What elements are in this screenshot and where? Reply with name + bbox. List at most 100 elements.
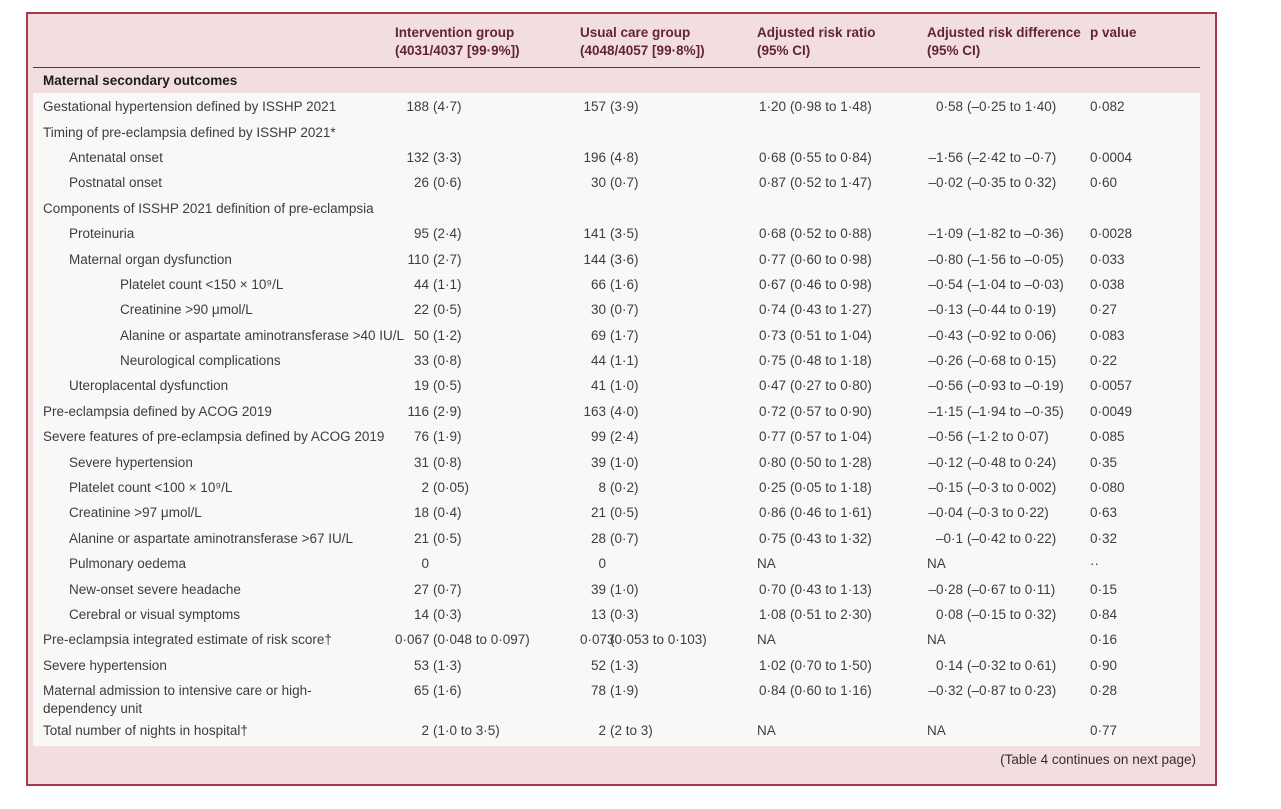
cell-risk-ratio: 0·47 (0·27 to 0·80) [757, 377, 927, 398]
value-ci: (0·7) [610, 302, 639, 318]
cell-risk-ratio: 0·70 (0·43 to 1·13) [757, 581, 927, 602]
value-number: –0·32 [928, 683, 963, 699]
row-label: Uteroplacental dysfunction [69, 378, 229, 394]
table-row: Severe features of pre-eclampsia defined… [33, 424, 1200, 449]
table-row: Alanine or aspartate aminotransferase >6… [33, 526, 1200, 551]
value-ci: (–0·32 to 0·61) [967, 657, 1057, 673]
value-number: 2 [598, 723, 606, 739]
cell-p-value: 0·0057 [1090, 378, 1133, 394]
value-ci: (2·7) [433, 251, 462, 267]
value-ci: (–0·35 to 0·32) [967, 175, 1057, 191]
value-ci: (0·7) [433, 581, 462, 597]
value-number: 26 [413, 175, 429, 191]
cell-risk-difference: –1·56 (–2·42 to –0·7) [927, 149, 1090, 170]
row-label: Severe hypertension [69, 454, 193, 470]
cell-intervention: 14 (0·3) [395, 606, 580, 627]
cell-intervention: 188 (4·7) [395, 98, 580, 119]
cell-risk-difference: –0·02 (–0·35 to 0·32) [927, 174, 1090, 195]
cell-risk-difference [927, 124, 1090, 145]
column-header-line1: Intervention group [395, 25, 515, 40]
cell-intervention: 33 (0·8) [395, 352, 580, 373]
table-row: Platelet count <100 × 10⁹/L 2 (0·05) 8 (0·… [33, 475, 1200, 500]
value-number: 0·67 [758, 276, 786, 292]
row-label: Gestational hypertension defined by ISSH… [43, 99, 337, 115]
value-ci: (0·52 to 0·88) [790, 226, 872, 242]
value-number: 39 [590, 454, 606, 470]
cell-risk-ratio: NA [757, 632, 776, 648]
value-ci: (1·6) [610, 276, 639, 292]
value-ci: (3·5) [610, 226, 639, 242]
value-number: 2 [421, 480, 429, 496]
outcomes-table: Intervention group (4031/4037 [99·9%]) U… [26, 12, 1217, 786]
value-ci: (–0·67 to 0·11) [967, 581, 1056, 597]
table-row: New-onset severe headache 27 (0·7) 39 (1·0… [33, 576, 1200, 601]
value-number: 44 [413, 276, 429, 292]
cell-risk-ratio [757, 124, 927, 145]
value-ci: (0·98 to 1·48) [790, 99, 872, 115]
value-number: 0·067 [395, 632, 430, 648]
value-number: –1·15 [928, 403, 963, 419]
column-header-line1: Usual care group [580, 25, 691, 40]
cell-risk-ratio: 0·74 (0·43 to 1·27) [757, 301, 927, 322]
value-number: 2 [421, 723, 429, 739]
value-ci: (0·7) [610, 175, 639, 191]
value-number: 0·58 [935, 99, 963, 115]
value-ci: (1·1) [433, 276, 462, 292]
column-header-line1: p value [1090, 25, 1137, 40]
value-number: 52 [590, 657, 606, 673]
value-ci: (0·3) [433, 607, 462, 622]
row-label: Neurological complications [120, 353, 281, 369]
value-number: 0·77 [758, 251, 786, 267]
value-ci: (0·053 to 0·103) [610, 632, 707, 648]
value-ci: (0·43 to 1·13) [790, 581, 872, 597]
value-number: 0·80 [758, 454, 786, 470]
cell-usual-care: 28 (0·7) [580, 530, 757, 551]
value-number: 0·87 [758, 175, 786, 191]
table-continuation-note: (Table 4 continues on next page) [1000, 751, 1196, 767]
value-number: 157 [583, 99, 606, 115]
table-row: Severe hypertension 53 (1·3) 52 (1·3) 1·02… [33, 653, 1200, 678]
cell-risk-ratio: 0·80 (0·50 to 1·28) [757, 454, 927, 475]
value-number: –1·09 [928, 226, 963, 242]
cell-risk-difference: –0·54 (–1·04 to –0·03) [927, 276, 1090, 297]
cell-p-value: 0·28 [1090, 683, 1118, 699]
value-ci: (2·4) [433, 226, 462, 242]
value-number: –0·12 [928, 454, 963, 470]
row-label: Alanine or aspartate aminotransferase >4… [120, 327, 405, 343]
row-label: Antenatal onset [69, 149, 163, 165]
cell-intervention: 26 (0·6) [395, 174, 580, 195]
cell-p-value [1090, 200, 1200, 221]
value-ci: (3·6) [610, 251, 639, 267]
value-ci: (0·2) [610, 480, 639, 496]
cell-p-value: 0·085 [1090, 429, 1125, 445]
value-ci: (–1·2 to 0·07) [967, 429, 1049, 445]
value-ci: (–0·15 to 0·32) [967, 607, 1057, 622]
cell-p-value: 0·27 [1090, 302, 1118, 318]
cell-risk-difference: NA [927, 556, 946, 572]
value-ci: (–0·48 to 0·24) [967, 454, 1057, 470]
row-label: Severe features of pre-eclampsia defined… [43, 429, 385, 445]
cell-intervention: 110 (2·7) [395, 251, 580, 272]
table-row: Total number of nights in hospital† 2 (1·… [33, 718, 1200, 743]
value-number: 50 [413, 327, 429, 343]
table-row: Creatinine >90 μmol/L 22 (0·5) 30 (0·7) 0·… [33, 297, 1200, 322]
cell-usual-care: 99 (2·4) [580, 428, 757, 449]
cell-intervention: 116 (2·9) [395, 403, 580, 424]
value-ci: (0·43 to 1·32) [790, 530, 872, 546]
value-ci: (1·9) [610, 683, 639, 699]
value-number: 65 [413, 683, 429, 699]
cell-risk-difference: –0·28 (–0·67 to 0·11) [927, 581, 1090, 602]
cell-usual-care: 78 (1·9) [580, 682, 757, 718]
cell-risk-ratio: 1·08 (0·51 to 2·30) [757, 606, 927, 627]
cell-usual-care: 0 [580, 555, 757, 576]
value-number: 0·84 [758, 683, 786, 699]
value-ci: (3·9) [610, 99, 639, 115]
cell-risk-ratio: NA [757, 723, 776, 739]
value-ci: (0·4) [433, 505, 462, 521]
value-ci: (1·3) [610, 657, 639, 673]
cell-risk-difference: –0·80 (–1·56 to –0·05) [927, 251, 1090, 272]
value-ci: (0·8) [433, 353, 462, 369]
table-row: Uteroplacental dysfunction 19 (0·5) 41 (1·… [33, 373, 1200, 398]
cell-risk-ratio: 0·25 (0·05 to 1·18) [757, 479, 927, 500]
value-ci: (–1·04 to –0·03) [967, 276, 1064, 292]
